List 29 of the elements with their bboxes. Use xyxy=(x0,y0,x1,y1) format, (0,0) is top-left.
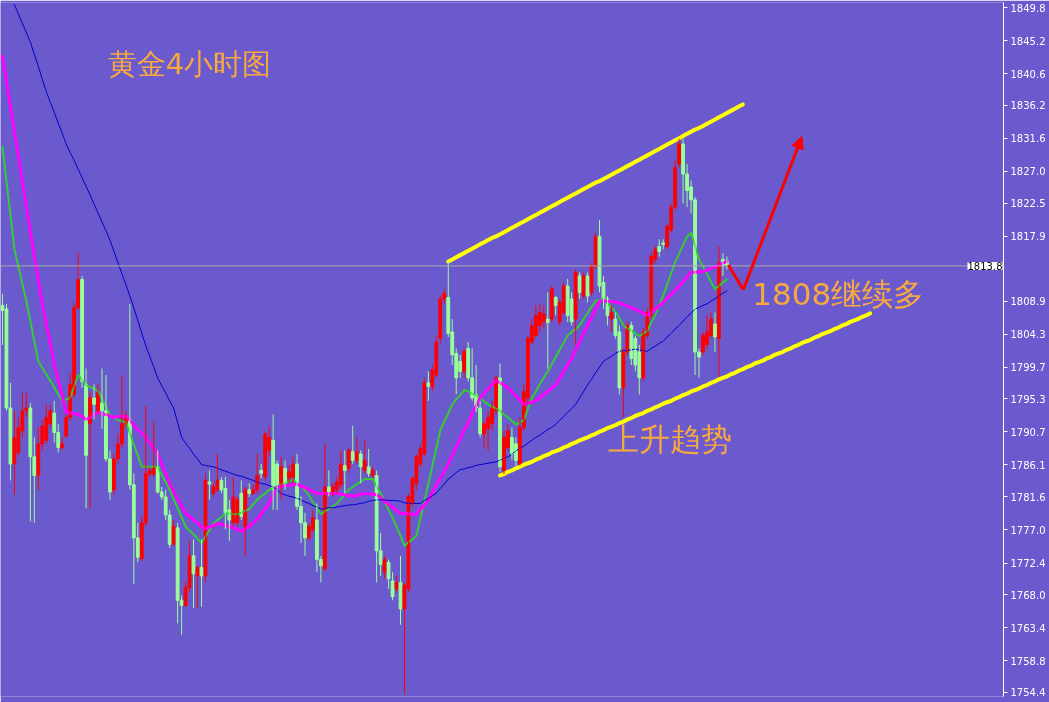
y-tick-label: 1831.6 xyxy=(1010,133,1046,145)
y-tick-label: 1781.6 xyxy=(1010,491,1046,503)
y-tick-label: 1799.7 xyxy=(1010,362,1046,374)
y-tick-label: 1849.8 xyxy=(1010,2,1046,14)
y-tick-label: 1790.7 xyxy=(1010,426,1046,438)
y-tick-label: 1822.5 xyxy=(1010,198,1046,210)
y-tick-label: 1758.8 xyxy=(1010,655,1046,667)
candlestick xyxy=(191,538,196,609)
annotation: 1808继续多 xyxy=(752,275,925,312)
y-tick-label: 1808.9 xyxy=(1010,296,1046,308)
y-tick-label: 1754.4 xyxy=(1010,687,1046,699)
y-tick-label: 1786.1 xyxy=(1010,459,1046,471)
y-tick-label: 1804.3 xyxy=(1010,329,1046,341)
y-tick-label: 1817.9 xyxy=(1010,231,1046,243)
y-tick-label: 1777.0 xyxy=(1010,525,1046,536)
ref-line-label: 1813.8 xyxy=(967,260,1003,272)
annotation: 上升趋势 xyxy=(608,420,733,457)
y-tick-label: 1795.3 xyxy=(1010,393,1046,405)
y-tick-label: 1768.0 xyxy=(1010,589,1046,601)
candlestick xyxy=(203,472,208,583)
y-tick-label: 1840.6 xyxy=(1010,68,1046,80)
y-tick-label: 1763.4 xyxy=(1010,622,1046,634)
line-series xyxy=(446,102,745,264)
text: 黄金4小时图 xyxy=(107,46,272,81)
y-tick-label: 1836.2 xyxy=(1010,100,1046,112)
y-tick-label: 1827.0 xyxy=(1010,166,1046,178)
y-tick-label: 1772.4 xyxy=(1010,558,1046,570)
line-series xyxy=(498,311,873,478)
y-tick-label: 1845.2 xyxy=(1010,35,1046,47)
